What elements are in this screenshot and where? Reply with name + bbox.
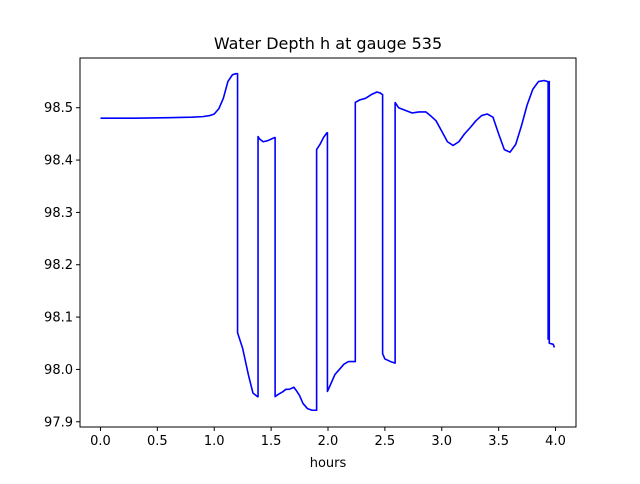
x-tick-label: 0.0 — [90, 434, 111, 449]
x-tick-label: 2.5 — [375, 434, 396, 449]
chart-title: Water Depth h at gauge 535 — [214, 34, 442, 53]
y-tick-label: 97.9 — [44, 415, 73, 430]
series-line-0 — [100, 72, 556, 412]
x-tick-label: 3.5 — [488, 434, 509, 449]
x-tick-label: 1.0 — [204, 434, 225, 449]
x-tick-label: 0.5 — [147, 434, 168, 449]
x-tick-label: 1.5 — [261, 434, 282, 449]
y-tick-label: 98.1 — [44, 311, 73, 326]
y-tick-label: 98.5 — [44, 101, 73, 116]
x-axis: 0.0 0.5 1.0 1.5 2.0 2.5 3.0 3.5 4.0 — [90, 427, 566, 449]
y-tick-label: 98.2 — [44, 258, 73, 273]
x-tick-label: 2.0 — [318, 434, 339, 449]
y-tick-label: 98.4 — [44, 154, 73, 169]
y-tick-label: 98.0 — [44, 363, 73, 378]
plot-area — [100, 72, 556, 412]
y-tick-label: 98.3 — [44, 206, 73, 221]
y-axis: 97.9 98.0 98.1 98.2 98.3 98.4 98.5 — [44, 101, 80, 430]
x-tick-label: 3.0 — [431, 434, 452, 449]
x-axis-label: hours — [310, 456, 347, 471]
x-tick-label: 4.0 — [545, 434, 566, 449]
